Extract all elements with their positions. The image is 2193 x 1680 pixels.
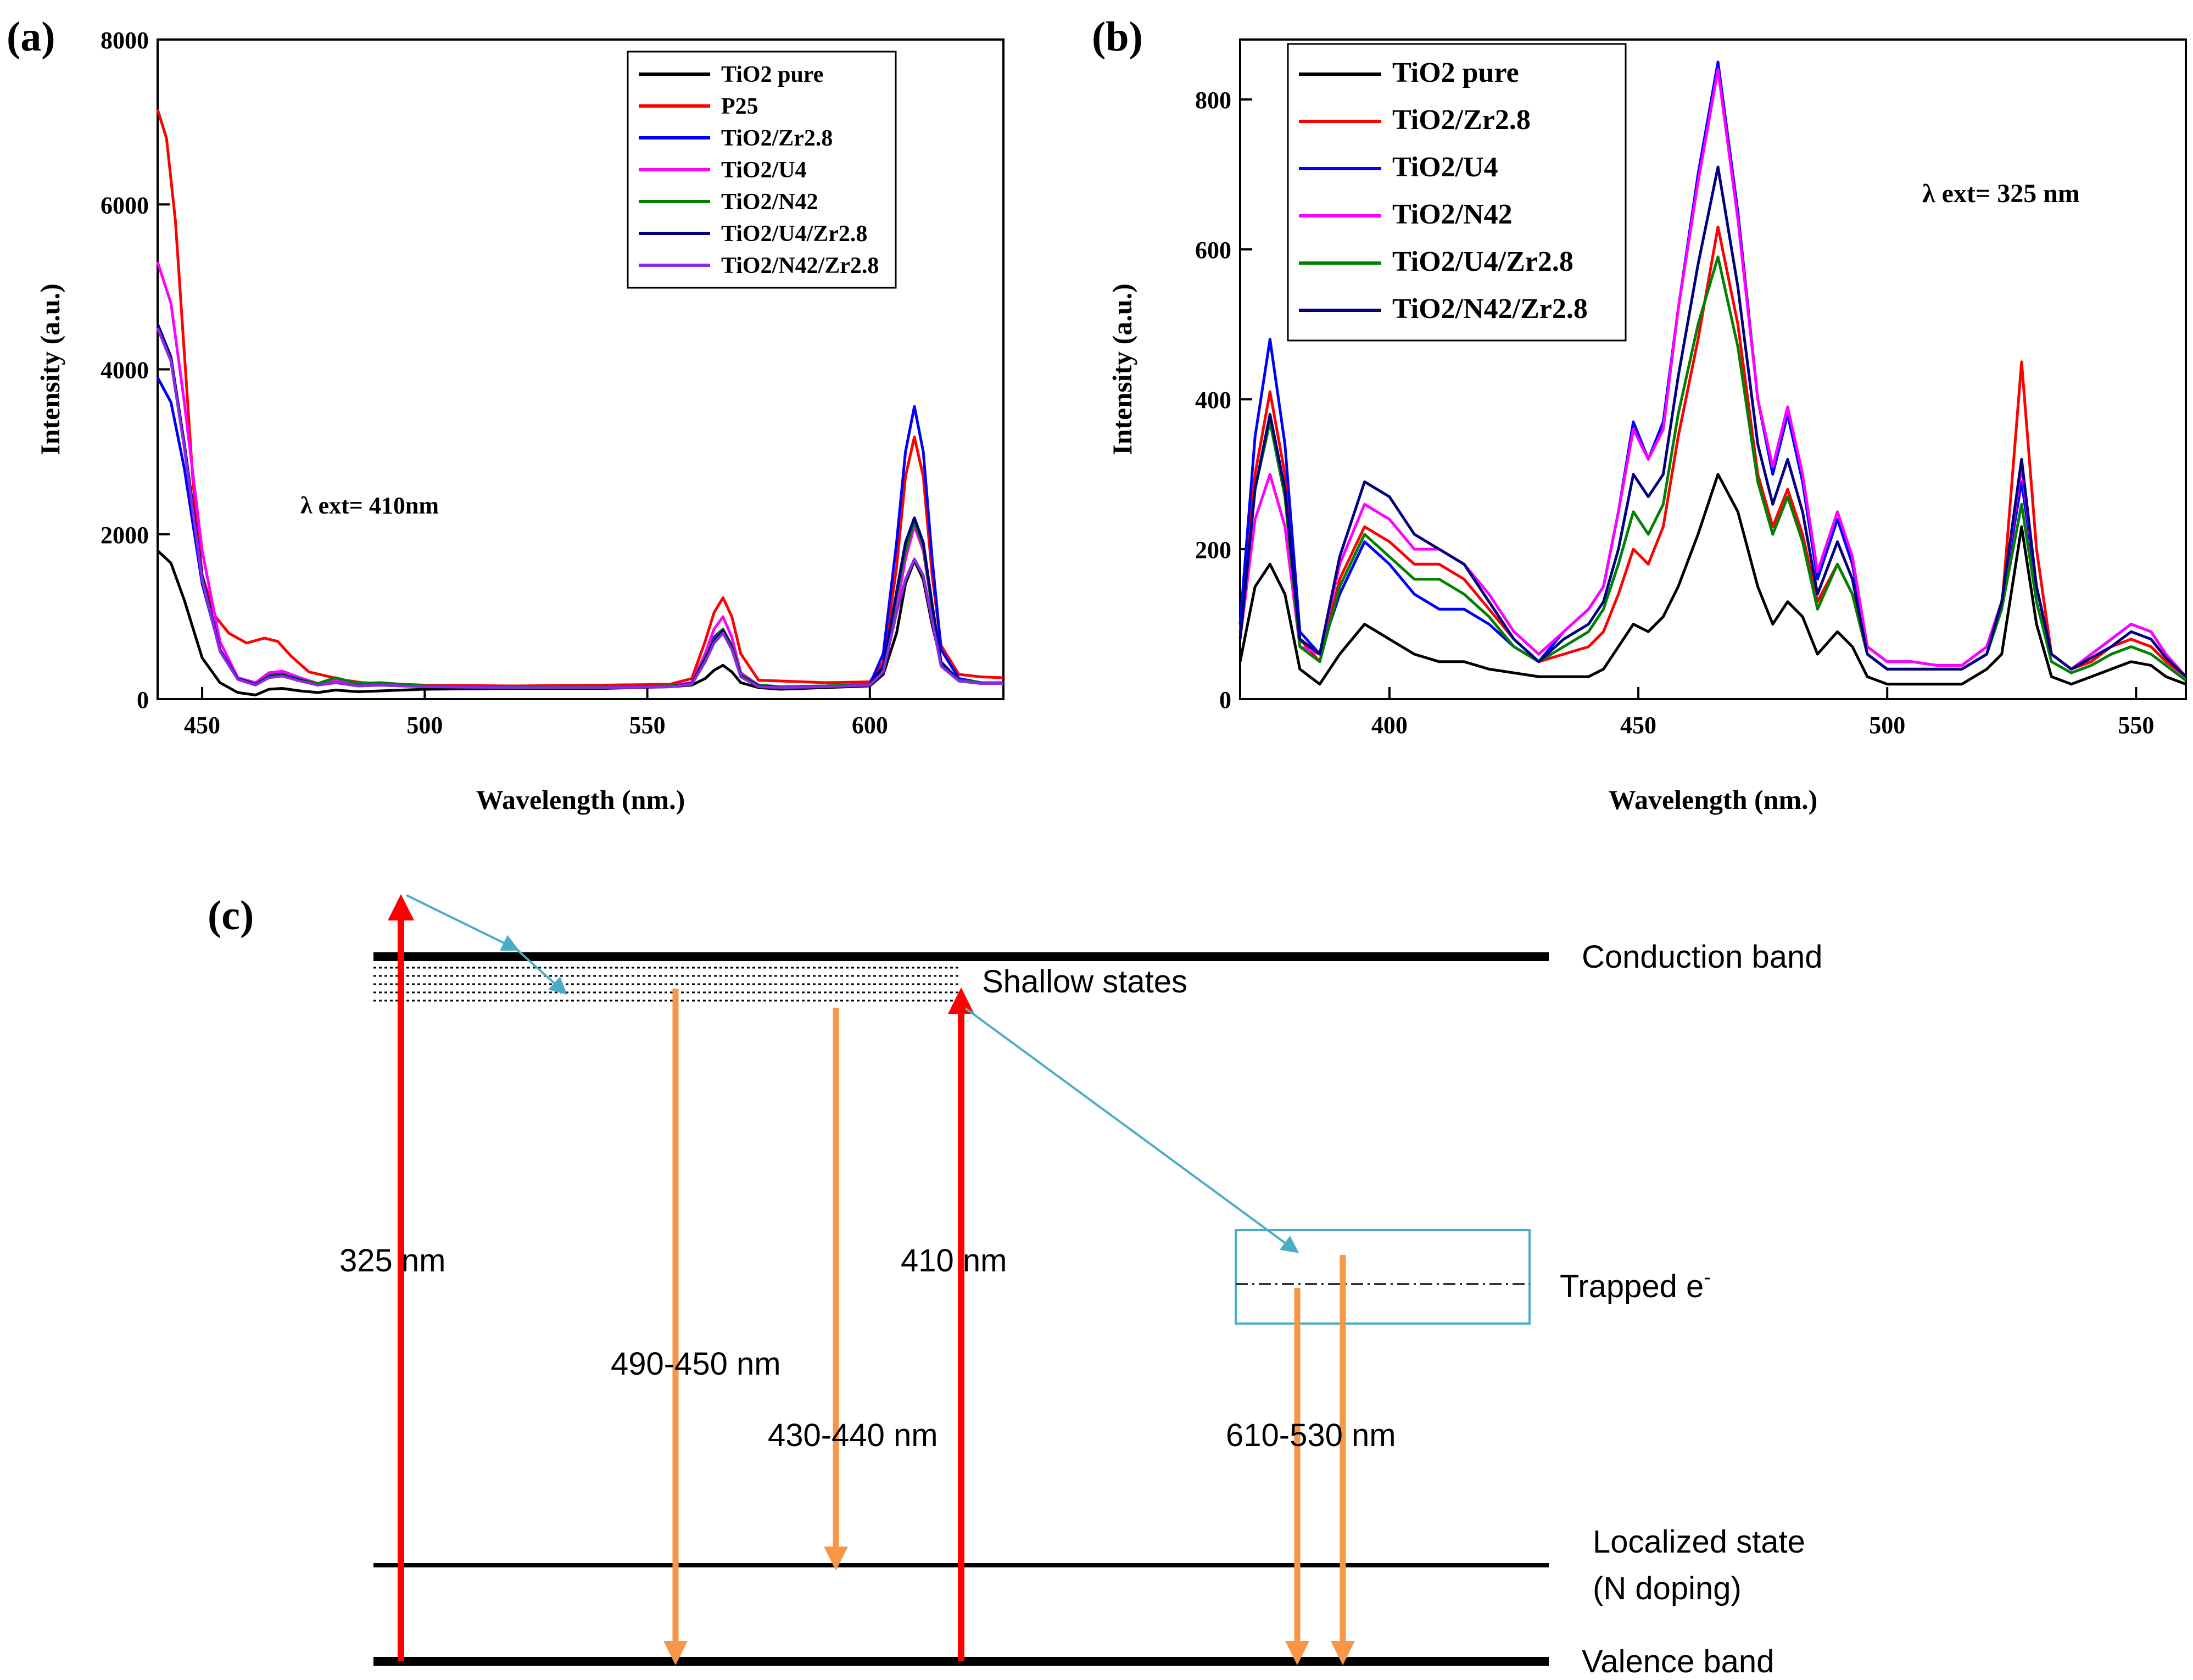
chart-b-legend-box xyxy=(1287,43,1627,342)
conduction-band-label: Conduction band xyxy=(1582,939,1823,975)
chart-a-legend-label: P25 xyxy=(721,94,758,119)
panel-c-label: (c) xyxy=(208,892,254,939)
chart-b-xtick-label: 550 xyxy=(2118,712,2154,739)
chart-a-legend-label: TiO2/Zr2.8 xyxy=(721,126,833,151)
valence-band-label: Valence band xyxy=(1582,1644,1774,1679)
chart-a-ytick-label: 6000 xyxy=(101,192,149,219)
chart-a-ytick-label: 8000 xyxy=(101,27,149,54)
chart-a-legend-label: TiO2 pure xyxy=(721,62,823,87)
chart-a-legend-label: TiO2/N42/Zr2.8 xyxy=(721,253,879,278)
chart-a-xlabel: Wavelength (nm.) xyxy=(476,784,685,815)
relaxation-arrow-shallow xyxy=(515,948,567,995)
chart-b-ytick-label: 400 xyxy=(1195,387,1231,414)
chart-a-xtick-label: 500 xyxy=(406,712,443,739)
chart-a-annotation: λ ext= 410nm xyxy=(300,492,439,519)
chart-a-legend-label: TiO2/N42 xyxy=(721,189,818,215)
label-490-450nm: 490-450 nm xyxy=(611,1346,781,1382)
chart-b-xtick-label: 450 xyxy=(1620,712,1656,739)
chart-a-ytick-label: 0 xyxy=(137,686,149,713)
chart-b: 400 450 500 550 0 200 400 600 800 Wavelength (nm… xyxy=(1107,38,2187,815)
chart-a-xtick-label: 550 xyxy=(629,712,666,739)
chart-a-xtick-label: 450 xyxy=(184,712,220,739)
chart-b-ytick-label: 600 xyxy=(1195,237,1231,264)
relaxation-arrow-cb xyxy=(406,894,520,951)
chart-b-legend-label: TiO2/Zr2.8 xyxy=(1392,104,1531,136)
panel-b-label: (b) xyxy=(1092,14,1143,60)
chart-b-series-line xyxy=(1238,225,2187,678)
label-410nm: 410 nm xyxy=(901,1243,1007,1279)
chart-a-series-line xyxy=(156,323,1003,689)
chart-b-legend-label: TiO2/N42/Zr2.8 xyxy=(1392,293,1588,325)
chart-b-ytick-label: 200 xyxy=(1195,537,1231,563)
chart-a-series-line xyxy=(156,109,1004,688)
chart-a-series-line xyxy=(156,327,1003,688)
chart-b-xtick-label: 400 xyxy=(1371,712,1408,739)
label-325nm: 325 nm xyxy=(339,1243,445,1279)
chart-b-annotation: λ ext= 325 nm xyxy=(1922,179,2080,208)
localized-state-label: Localized state xyxy=(1593,1524,1805,1560)
chart-b-frame xyxy=(1239,38,2187,700)
chart-a-ytick-label: 2000 xyxy=(101,522,149,549)
chart-a-ylabel: Intensity (a.u.) xyxy=(35,283,65,455)
chart-b-series xyxy=(1238,60,2187,686)
chart-a-series xyxy=(156,109,1004,696)
chart-a-legend-label: TiO2/U4/Zr2.8 xyxy=(721,221,867,247)
chart-a-series-line xyxy=(156,261,1003,688)
chart-b-legend-label: TiO2/N42 xyxy=(1392,199,1513,230)
energy-diagram: Conduction band Shallow states Trapped e… xyxy=(339,894,1823,1679)
chart-b-xlabel: Wavelength (nm.) xyxy=(1609,784,1818,815)
chart-b-ytick-label: 800 xyxy=(1195,87,1231,114)
chart-b-ytick-label: 0 xyxy=(1219,686,1231,713)
chart-b-xtick-label: 500 xyxy=(1869,712,1905,739)
label-610-530nm: 610-530 nm xyxy=(1226,1417,1396,1453)
chart-b-ticks: 400 450 500 550 0 200 400 600 800 xyxy=(1195,87,2154,739)
chart-b-legend-label: TiO2/U4/Zr2.8 xyxy=(1392,246,1573,277)
chart-b-series-line xyxy=(1238,165,2187,678)
chart-a-series-line xyxy=(156,377,1003,688)
localized-state-note: (N doping) xyxy=(1593,1571,1742,1606)
panel-a-label: (a) xyxy=(7,14,55,60)
trapped-label: Trapped e- xyxy=(1560,1266,1711,1304)
chart-b-legend-label: TiO2/U4 xyxy=(1392,152,1498,183)
shallow-states-label: Shallow states xyxy=(982,964,1187,1000)
chart-a-xtick-label: 600 xyxy=(852,712,888,739)
chart-b-legend-label: TiO2 pure xyxy=(1392,57,1519,88)
chart-b-series-line xyxy=(1238,255,2187,682)
chart-a-series-line xyxy=(156,327,1003,689)
chart-b-series-line xyxy=(1238,473,2186,686)
chart-b-legend: TiO2 pure TiO2/Zr2.8 TiO2/U4 TiO2/N42 TiO2/U… xyxy=(1287,43,1627,342)
shallow-states-lines xyxy=(373,967,961,1002)
trapped-state-box xyxy=(1235,1229,1531,1325)
chart-b-ylabel: Intensity (a.u.) xyxy=(1107,283,1137,455)
chart-a-legend-label: TiO2/U4 xyxy=(721,158,807,183)
relaxation-arrow-trap xyxy=(964,1007,1299,1253)
label-430-440nm: 430-440 nm xyxy=(768,1417,938,1453)
chart-a-legend: TiO2 pure P25 TiO2/Zr2.8 TiO2/U4 TiO2/N42 TiO… xyxy=(627,51,897,289)
chart-a-ytick-label: 4000 xyxy=(101,357,149,384)
